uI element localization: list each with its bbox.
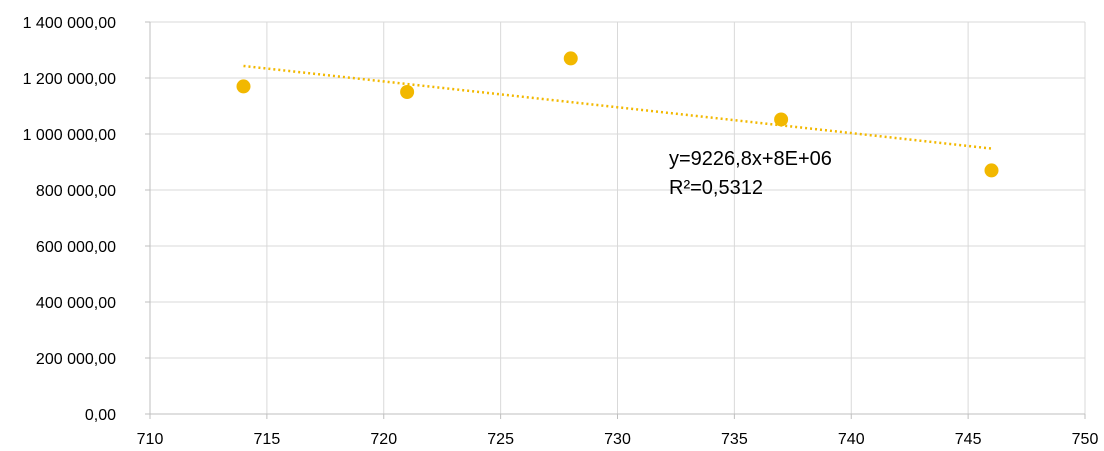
x-tick-label: 710: [137, 431, 164, 448]
y-tick-label: 1 200 000,00: [23, 71, 117, 88]
data-point: [563, 51, 578, 66]
y-tick-label: 200 000,00: [36, 351, 116, 368]
x-tick-label: 720: [370, 431, 397, 448]
x-tick-label: 715: [254, 431, 281, 448]
y-tick-label: 0,00: [85, 407, 116, 424]
x-tick-label: 750: [1072, 431, 1099, 448]
y-tick-label: 800 000,00: [36, 183, 116, 200]
gridlines: [150, 21, 1086, 414]
data-point: [774, 112, 789, 127]
x-axis-tick-labels: 710 715 720 725 730 735 740 745 750: [137, 431, 1099, 448]
x-tick-label: 725: [487, 431, 514, 448]
x-tick-label: 730: [604, 431, 631, 448]
trendline-equation-label: y=9226,8x+8E+06: [669, 148, 832, 170]
trendline-r-squared-label: R²=0,5312: [669, 177, 763, 199]
data-points: [236, 51, 999, 178]
data-point: [236, 79, 251, 94]
y-tick-label: 1 400 000,00: [23, 15, 117, 32]
y-tick-label: 600 000,00: [36, 239, 116, 256]
x-tick-label: 745: [955, 431, 982, 448]
x-tick-label: 735: [721, 431, 748, 448]
trendline: [243, 64, 992, 150]
data-point: [400, 85, 415, 99]
axes: [145, 21, 1086, 419]
data-point: [984, 163, 999, 178]
y-axis-tick-labels: 0,00 200 000,00 400 000,00 600 000,00 800 00…: [23, 15, 117, 424]
y-tick-label: 400 000,00: [36, 295, 116, 312]
x-tick-label: 740: [838, 431, 865, 448]
y-tick-label: 1 000 000,00: [23, 127, 117, 144]
